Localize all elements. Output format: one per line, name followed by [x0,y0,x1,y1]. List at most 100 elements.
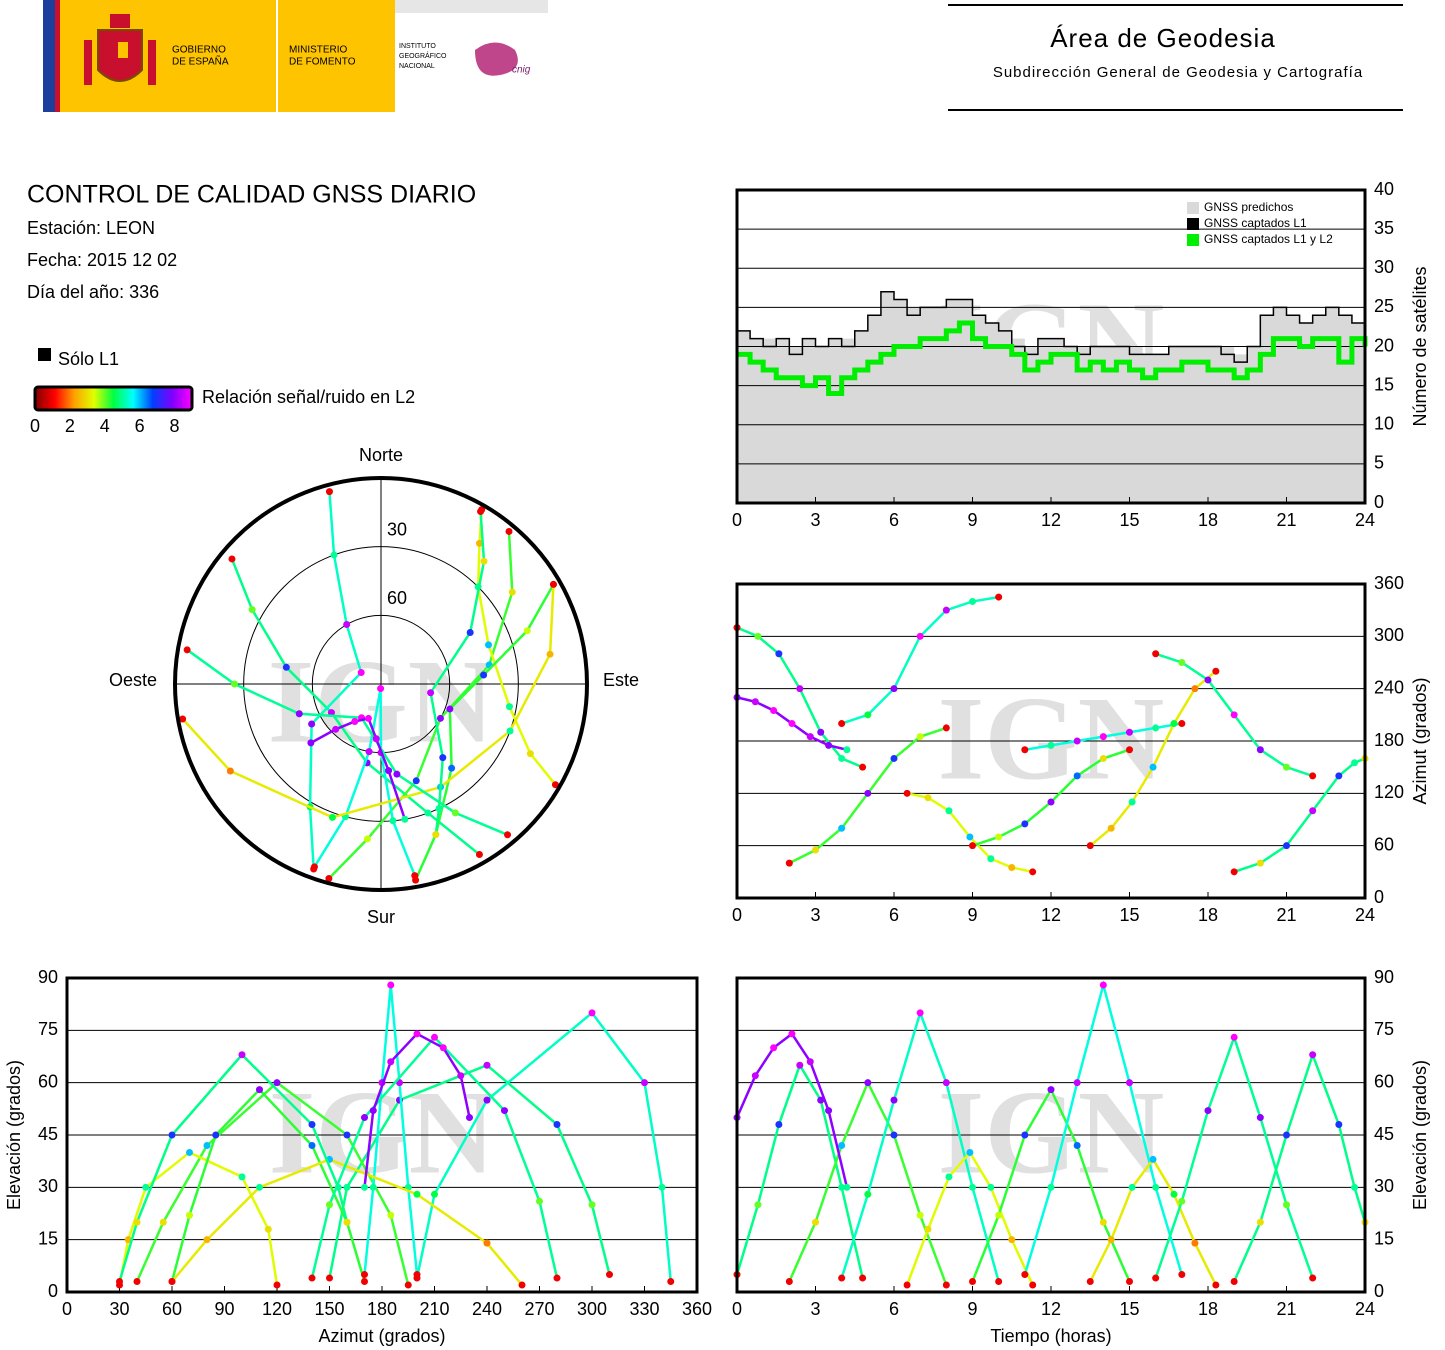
sky-point [412,777,420,785]
x-tick-label: 150 [314,1299,344,1319]
track-point [1256,1114,1264,1122]
track-point [859,1274,867,1282]
sky-point [351,717,359,725]
track-point [361,1278,368,1286]
track-point [1099,733,1107,741]
track-point [995,833,1003,841]
x-tick-label: 330 [629,1299,659,1319]
y-tick-label: 15 [38,1228,58,1248]
track-point [942,606,950,614]
track-point [238,1173,246,1181]
track-point [1029,1281,1037,1289]
y-tick-label: 90 [38,967,58,987]
track-point [1170,1190,1178,1198]
track-point [1047,741,1055,749]
sky-point [357,669,365,677]
sky-point [327,709,335,717]
track-point [890,685,898,693]
track-point [843,746,851,754]
track-point [343,1131,351,1139]
track-point [1178,1197,1186,1205]
track-point [308,1274,316,1282]
sky-point [308,720,316,728]
track-point [1073,772,1081,780]
direction-label: Norte [359,445,403,465]
x-tick-label: 360 [682,1299,712,1319]
track-point [1256,746,1264,754]
direction-label: Sur [367,907,395,927]
track-point [168,1278,176,1286]
track-point [159,1218,167,1226]
track-point [903,1281,911,1289]
track-point [916,733,924,741]
y-tick-label: 45 [38,1124,58,1144]
sky-point [325,488,333,496]
x-tick-label: 15 [1119,905,1139,925]
y-tick-label: 35 [1374,218,1394,238]
track-point [1128,1183,1136,1191]
stripe [60,0,66,112]
sky-point [523,627,531,635]
track-point [168,1131,176,1139]
station: Estación: LEON [27,218,155,238]
ministry-panel [278,0,395,112]
only-l1-label: Sólo L1 [58,349,119,369]
ign-text: NACIONAL [399,63,435,70]
track-point [969,1183,976,1191]
sky-point [504,831,512,839]
sky-point [485,641,493,649]
track-point [1021,746,1029,754]
sky-point [549,580,557,588]
y-tick-label: 15 [1374,374,1394,394]
y-axis-label: Azimut (grados) [1410,677,1430,804]
track-point [1191,685,1199,693]
sky-point [546,650,554,658]
track-point [404,1281,412,1289]
track-point [203,1141,211,1149]
track-point [1099,754,1107,762]
track-point [641,1079,648,1087]
x-tick-label: 21 [1276,510,1296,530]
track-point [1351,1183,1359,1191]
y-tick-label: 20 [1374,335,1394,355]
area-title: Área de Geodesia [1050,23,1276,53]
x-tick-label: 24 [1355,1299,1375,1319]
sky-point [389,817,397,825]
track-point [387,1058,395,1066]
y-tick-label: 15 [1374,1228,1394,1248]
sky-point [551,781,559,789]
track-point [1283,1131,1290,1139]
y-axis-label: Número de satélites [1410,266,1430,426]
y-tick-label: 10 [1374,414,1394,434]
x-tick-label: 9 [967,1299,977,1319]
sky-point [248,606,256,614]
track-point [916,1211,924,1219]
x-tick-label: 3 [810,1299,820,1319]
track-point [361,1271,368,1279]
track-point [890,1096,898,1104]
sky-point [364,714,372,722]
track-point [1047,798,1055,806]
track-point [1073,1079,1081,1087]
track-point [606,1271,613,1279]
sky-point [363,835,371,843]
sky-point [480,671,488,679]
track-point [1086,842,1094,850]
x-tick-label: 18 [1198,1299,1218,1319]
x-tick-label: 6 [889,1299,899,1319]
sky-point [466,629,474,636]
track-point [588,1009,596,1017]
track-point [942,1079,950,1087]
date: Fecha: 2015 12 02 [27,250,177,270]
track-point [273,1281,281,1289]
track-point [256,1086,263,1094]
track-point [859,763,867,771]
track-point [1351,759,1359,767]
track-point [483,1239,491,1247]
track-point [1099,1218,1107,1226]
track-point [1126,728,1133,736]
track-point [796,1061,804,1069]
track-point [1230,1033,1238,1041]
sky-point [505,527,513,535]
track-point [770,706,778,714]
